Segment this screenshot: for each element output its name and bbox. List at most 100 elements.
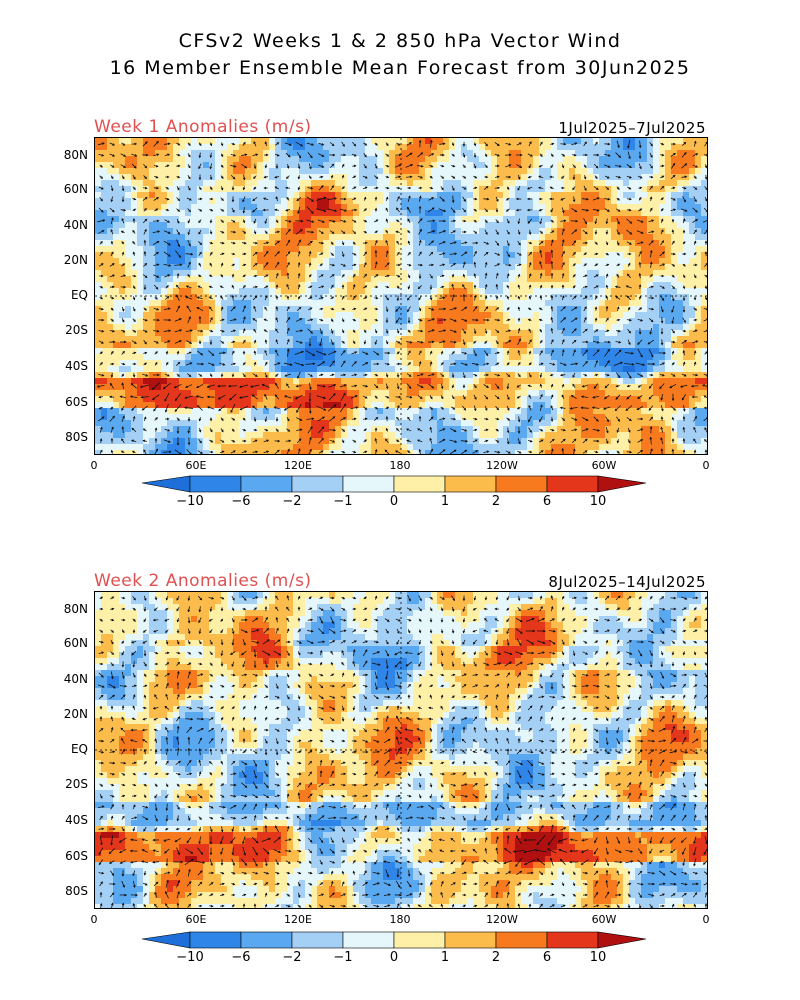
field-cell: [347, 252, 354, 259]
field-cell: [257, 162, 264, 169]
field-cell: [371, 288, 378, 295]
field-cell: [455, 186, 462, 193]
field-cell: [353, 300, 360, 307]
field-cell: [101, 210, 108, 217]
field-cell: [317, 354, 324, 361]
field-cell: [641, 318, 648, 325]
field-cell: [527, 420, 534, 427]
field-cell: [605, 204, 612, 211]
field-cell: [659, 378, 666, 385]
field-cell: [185, 174, 192, 181]
field-cell: [125, 336, 132, 343]
field-cell: [191, 204, 198, 211]
field-cell: [575, 354, 582, 361]
field-cell: [689, 312, 696, 319]
field-cell: [395, 264, 402, 271]
field-cell: [389, 192, 396, 199]
field-cell: [185, 402, 192, 409]
field-cell: [137, 270, 144, 277]
field-cell: [113, 240, 120, 247]
field-cell: [659, 168, 666, 175]
field-cell: [545, 366, 552, 373]
field-cell: [677, 144, 684, 151]
field-cell: [467, 318, 474, 325]
field-cell: [371, 390, 378, 397]
field-cell: [203, 270, 210, 277]
field-cell: [197, 336, 204, 343]
field-cell: [599, 174, 606, 181]
field-cell: [413, 366, 420, 373]
field-cell: [239, 426, 246, 433]
field-cell: [563, 282, 570, 289]
field-cell: [269, 420, 276, 427]
field-cell: [383, 180, 390, 187]
field-cell: [269, 258, 276, 265]
field-cell: [593, 222, 600, 229]
field-cell: [569, 336, 576, 343]
field-cell: [641, 186, 648, 193]
field-cell: [203, 252, 210, 259]
field-cell: [623, 324, 630, 331]
field-cell: [491, 156, 498, 163]
field-cell: [113, 168, 120, 175]
field-cell: [209, 192, 216, 199]
field-cell: [329, 180, 336, 187]
field-cell: [479, 408, 486, 415]
field-cell: [281, 288, 288, 295]
field-cell: [341, 390, 348, 397]
field-cell: [149, 360, 156, 367]
field-cell: [695, 198, 702, 205]
field-cell: [431, 138, 438, 145]
field-cell: [257, 168, 264, 175]
field-cell: [695, 252, 702, 259]
field-cell: [683, 420, 690, 427]
field-cell: [569, 174, 576, 181]
field-cell: [485, 276, 492, 283]
field-cell: [101, 366, 108, 373]
field-cell: [401, 420, 408, 427]
field-cell: [611, 330, 618, 337]
field-cell: [563, 186, 570, 193]
field-cell: [677, 156, 684, 163]
field-cell: [587, 144, 594, 151]
field-cell: [263, 252, 270, 259]
field-cell: [227, 360, 234, 367]
field-cell: [245, 414, 252, 421]
field-cell: [197, 192, 204, 199]
field-cell: [161, 150, 168, 157]
field-cell: [485, 222, 492, 229]
field-cell: [701, 342, 707, 349]
field-cell: [683, 306, 690, 313]
field-cell: [365, 378, 372, 385]
field-cell: [623, 372, 630, 379]
field-cell: [485, 324, 492, 331]
field-cell: [599, 222, 606, 229]
field-cell: [623, 348, 630, 355]
field-cell: [173, 162, 180, 169]
field-cell: [455, 420, 462, 427]
field-cell: [107, 420, 114, 427]
field-cell: [629, 390, 636, 397]
field-cell: [365, 348, 372, 355]
field-cell: [131, 198, 138, 205]
field-cell: [479, 372, 486, 379]
field-cell: [641, 390, 648, 397]
field-cell: [695, 378, 702, 385]
field-cell: [137, 234, 144, 241]
field-cell: [575, 234, 582, 241]
field-cell: [431, 168, 438, 175]
field-cell: [695, 138, 702, 145]
field-cell: [251, 366, 258, 373]
field-cell: [503, 408, 510, 415]
field-cell: [389, 156, 396, 163]
field-cell: [119, 300, 126, 307]
field-cell: [563, 390, 570, 397]
field-cell: [209, 414, 216, 421]
field-cell: [167, 252, 174, 259]
field-cell: [239, 336, 246, 343]
field-cell: [695, 300, 702, 307]
field-cell: [443, 414, 450, 421]
field-cell: [113, 138, 120, 145]
field-cell: [371, 372, 378, 379]
field-cell: [497, 354, 504, 361]
